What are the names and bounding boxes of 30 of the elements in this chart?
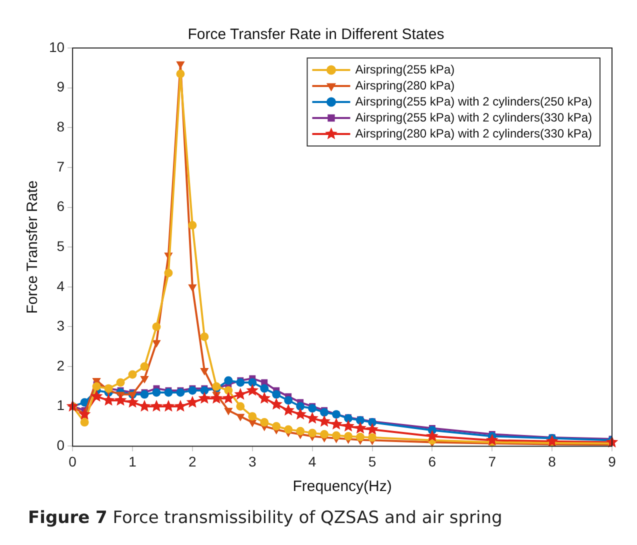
- x-tick-label: 0: [68, 453, 77, 470]
- y-tick-label: 10: [48, 38, 65, 55]
- x-tick-label: 1: [128, 453, 137, 470]
- legend-label: Airspring(255 kPa): [355, 62, 455, 76]
- y-tick-label: 4: [56, 278, 65, 294]
- y-tick-label: 2: [56, 357, 65, 374]
- x-tick-label: 7: [488, 453, 496, 470]
- y-tick-label: 7: [56, 158, 65, 174]
- y-tick-label: 5: [56, 238, 65, 254]
- x-tick-label: 8: [548, 453, 556, 470]
- y-tick-label: 8: [56, 118, 65, 134]
- chart-title: Force Transfer Rate in Different States: [188, 26, 444, 44]
- x-axis-title: Frequency(Hz): [292, 478, 392, 496]
- legend-label: Airspring(255 kPa) with 2 cylinders(250 kPa): [355, 94, 592, 108]
- x-tick-label: 5: [368, 453, 376, 470]
- x-tick-label: 4: [308, 453, 316, 470]
- legend-label: Airspring(280 kPa) with 2 cylinders(330 kPa): [355, 126, 592, 140]
- x-tick-label: 3: [248, 453, 256, 470]
- y-tick-label: 6: [56, 198, 65, 214]
- legend-label: Airspring(255 kPa) with 2 cylinders(330 kPa): [355, 110, 592, 124]
- y-tick-label: 9: [56, 78, 65, 95]
- x-tick-label: 2: [188, 453, 197, 470]
- y-axis-title: Force Transfer Rate: [24, 180, 42, 314]
- x-tick-label: 9: [608, 453, 616, 470]
- x-tick-label: 6: [428, 453, 436, 470]
- y-tick-label: 1: [56, 397, 65, 414]
- y-tick-label: 0: [56, 437, 65, 454]
- legend-label: Airspring(280 kPa): [355, 78, 455, 92]
- y-tick-label: 3: [56, 318, 65, 334]
- caption: Figure 7 Force transmissibility of QZSAS and air spring: [28, 508, 502, 528]
